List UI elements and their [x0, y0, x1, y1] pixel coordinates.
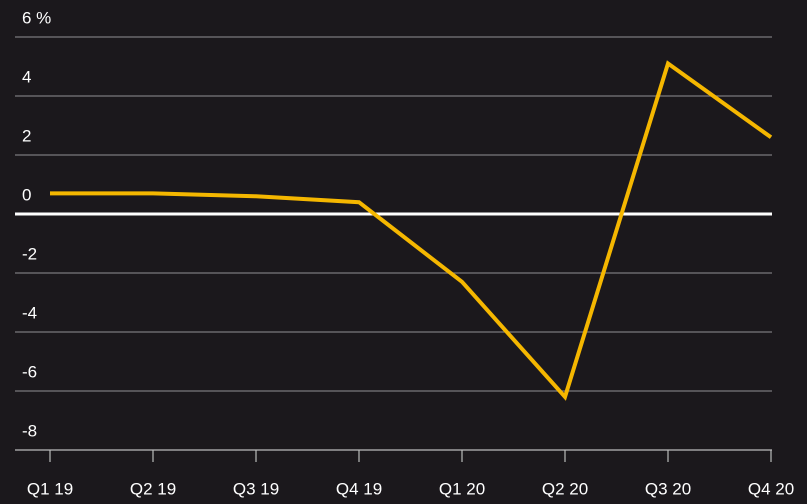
- x-tick-label: Q4 20: [748, 479, 794, 498]
- y-tick-label: 0: [22, 185, 31, 204]
- y-tick-label: -2: [22, 244, 37, 263]
- y-tick-label: 6 %: [22, 8, 51, 27]
- y-tick-label: -8: [22, 421, 37, 440]
- y-tick-label: 2: [22, 126, 31, 145]
- line-series: [50, 60, 773, 401]
- x-tick-label: Q2 20: [542, 479, 588, 498]
- x-tick-label: Q3 19: [233, 479, 279, 498]
- x-tick-label: Q1 19: [27, 479, 73, 498]
- x-tick-label: Q4 19: [336, 479, 382, 498]
- y-tick-label: -4: [22, 303, 37, 322]
- y-tick-label: -6: [22, 362, 37, 381]
- x-tick-label: Q1 20: [439, 479, 485, 498]
- x-tick-label: Q3 20: [645, 479, 691, 498]
- x-tick-label: Q2 19: [130, 479, 176, 498]
- y-tick-label: 4: [22, 67, 31, 86]
